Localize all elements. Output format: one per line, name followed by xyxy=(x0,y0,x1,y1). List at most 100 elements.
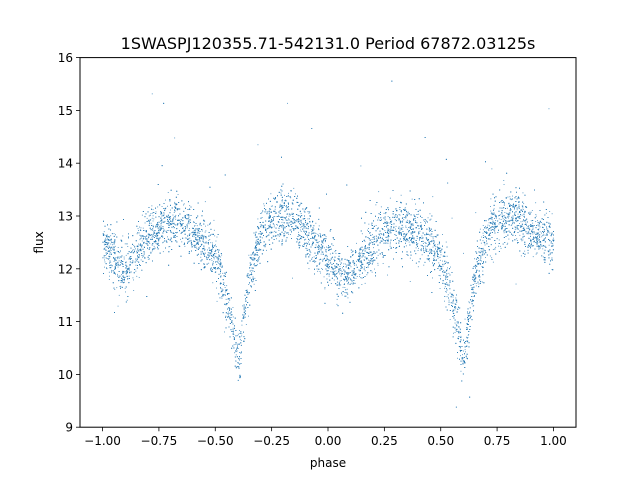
data-point xyxy=(155,236,157,237)
data-point xyxy=(267,235,269,237)
data-point xyxy=(141,214,143,216)
data-point xyxy=(514,226,516,228)
data-point xyxy=(519,223,520,224)
data-point xyxy=(360,265,361,266)
data-point xyxy=(285,206,287,207)
data-point xyxy=(290,214,291,216)
data-point xyxy=(222,293,224,295)
data-point xyxy=(184,237,186,239)
data-point xyxy=(220,283,222,284)
data-point xyxy=(524,256,525,257)
data-point xyxy=(175,214,177,216)
data-point xyxy=(128,266,130,268)
data-point xyxy=(200,225,202,227)
data-point xyxy=(288,192,289,194)
data-point xyxy=(420,222,422,223)
data-point xyxy=(445,291,447,293)
data-point xyxy=(384,230,386,232)
data-point xyxy=(213,258,215,260)
data-point xyxy=(418,247,419,249)
data-point xyxy=(174,137,176,139)
data-point xyxy=(215,261,217,263)
data-point xyxy=(232,332,234,334)
data-point xyxy=(107,247,109,248)
data-point xyxy=(309,218,310,220)
data-point xyxy=(381,240,383,242)
data-point xyxy=(174,224,176,225)
data-point xyxy=(215,246,217,248)
data-point xyxy=(307,218,309,220)
data-point xyxy=(194,225,196,226)
data-point xyxy=(522,239,524,241)
data-point xyxy=(149,243,151,244)
data-point xyxy=(495,242,496,244)
data-point xyxy=(103,244,105,246)
data-point xyxy=(526,233,528,235)
data-point xyxy=(257,254,259,256)
data-point xyxy=(505,221,507,223)
data-point xyxy=(507,214,509,216)
data-point xyxy=(327,264,329,266)
data-point xyxy=(192,234,194,236)
data-point xyxy=(289,222,291,224)
data-point xyxy=(240,340,242,341)
data-point xyxy=(121,274,122,276)
data-point xyxy=(173,212,175,213)
data-point xyxy=(387,242,389,244)
data-point xyxy=(157,206,159,208)
data-point xyxy=(318,229,320,231)
data-point xyxy=(205,252,206,254)
data-point xyxy=(258,243,260,245)
data-point xyxy=(158,224,160,226)
data-point xyxy=(152,209,154,211)
data-point xyxy=(189,228,190,230)
data-point xyxy=(502,224,504,226)
data-point xyxy=(330,248,332,250)
data-point xyxy=(218,257,220,259)
data-point xyxy=(453,332,454,334)
data-point xyxy=(524,250,526,252)
data-point xyxy=(122,235,124,237)
data-point xyxy=(302,218,304,220)
data-point xyxy=(454,332,456,333)
data-point xyxy=(532,233,534,235)
data-point xyxy=(303,226,305,228)
data-point xyxy=(399,222,401,224)
data-point xyxy=(464,342,466,344)
data-point xyxy=(216,256,218,258)
data-point xyxy=(429,250,431,251)
data-point xyxy=(353,261,355,263)
data-point xyxy=(235,351,237,353)
data-point xyxy=(230,312,232,314)
data-point xyxy=(285,239,287,241)
data-point xyxy=(421,238,423,240)
data-point xyxy=(177,194,179,195)
data-point xyxy=(513,217,514,219)
data-point xyxy=(404,238,406,240)
data-point xyxy=(315,246,317,248)
data-point xyxy=(269,232,270,234)
data-point xyxy=(266,249,267,251)
data-point xyxy=(187,222,189,224)
data-point xyxy=(270,205,272,207)
data-point xyxy=(277,224,278,226)
data-point xyxy=(165,199,166,201)
data-point xyxy=(514,206,516,208)
data-point xyxy=(213,254,215,255)
data-point xyxy=(135,264,137,266)
data-point xyxy=(415,247,417,249)
data-point xyxy=(522,207,524,209)
data-point xyxy=(181,241,183,243)
data-point xyxy=(248,254,250,256)
data-point xyxy=(358,253,360,255)
data-point xyxy=(486,242,488,244)
data-point xyxy=(315,233,317,235)
data-point xyxy=(423,246,424,247)
data-point xyxy=(446,261,447,263)
data-point xyxy=(288,204,289,205)
data-point xyxy=(444,300,445,302)
data-point xyxy=(552,245,554,247)
data-point xyxy=(109,249,111,251)
data-point xyxy=(193,234,195,236)
data-point xyxy=(417,243,419,244)
